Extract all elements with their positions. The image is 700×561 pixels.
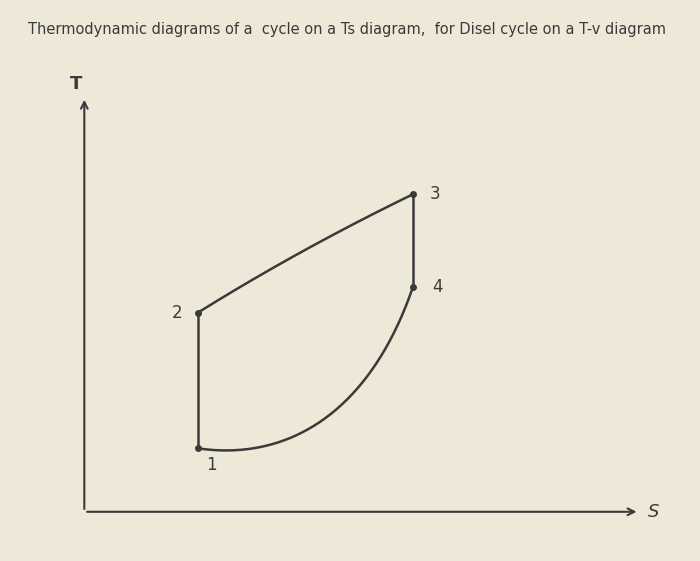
Text: 3: 3 [430, 185, 440, 203]
Text: S: S [648, 503, 659, 521]
Text: 4: 4 [433, 278, 443, 296]
Text: 1: 1 [206, 456, 217, 474]
Text: 2: 2 [172, 304, 183, 322]
Text: Thermodynamic diagrams of a  cycle on a Ts diagram,  for Disel cycle on a T-v di: Thermodynamic diagrams of a cycle on a T… [28, 22, 666, 38]
Text: T: T [69, 75, 82, 93]
